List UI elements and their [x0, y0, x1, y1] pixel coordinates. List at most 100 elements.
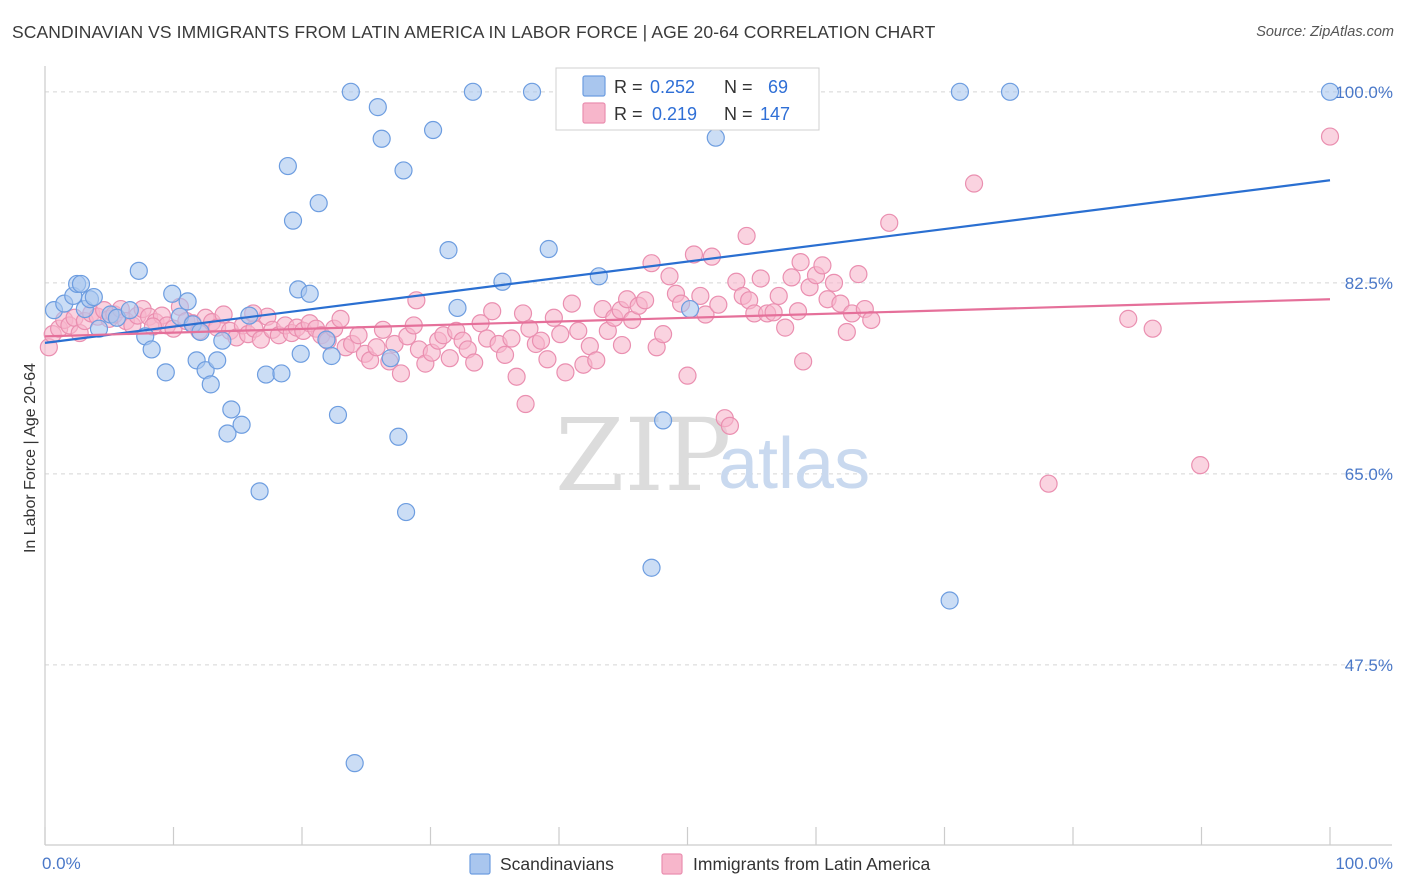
point-latin-america-56 — [373, 320, 393, 339]
legend-label-scandinavians: Scandinavians — [500, 854, 614, 874]
point-scandinavian-24 — [208, 351, 227, 370]
watermark: ZIP atlas — [555, 397, 870, 514]
point-scandinavian-58 — [642, 558, 661, 577]
point-latin-america-136 — [862, 310, 881, 330]
point-latin-america-130 — [824, 273, 844, 292]
stats-r-value-2: 0.219 — [652, 104, 697, 124]
point-latin-america-99 — [635, 291, 655, 310]
point-scandinavian-33 — [278, 156, 297, 176]
point-latin-america-76 — [495, 345, 515, 364]
point-scandinavian-43 — [368, 98, 387, 117]
point-latin-america-143 — [1320, 127, 1340, 146]
legend-swatch-latin-america — [661, 853, 683, 875]
point-scandinavian-7 — [84, 287, 103, 307]
y-axis-label: In Labor Force | Age 20-64 — [22, 363, 39, 553]
point-latin-america-121 — [769, 286, 788, 306]
point-scandinavian-51 — [448, 298, 467, 318]
point-latin-america-125 — [794, 352, 813, 371]
point-scandinavian-60 — [680, 299, 700, 319]
watermark-atlas: atlas — [718, 424, 870, 504]
point-scandinavian-30 — [250, 482, 269, 501]
point-scandinavian-25 — [213, 331, 232, 350]
stats-n-label-1: N = — [724, 77, 753, 97]
point-scandinavian-62 — [940, 591, 959, 610]
point-scandinavian-48 — [396, 502, 416, 522]
point-latin-america-128 — [813, 256, 832, 275]
point-latin-america-149 — [737, 226, 756, 246]
legend-swatch-scandinavians — [469, 853, 491, 875]
point-scandinavian-45 — [381, 349, 400, 368]
point-latin-america-88 — [569, 321, 588, 340]
point-scandinavian-15 — [156, 363, 175, 382]
point-latin-america-78 — [507, 367, 526, 386]
point-latin-america-113 — [720, 416, 740, 435]
point-latin-america-139 — [1039, 474, 1058, 493]
stats-n-value-1: 69 — [768, 77, 788, 97]
stats-r-label-2: R = — [614, 104, 643, 124]
point-latin-america-144 — [516, 394, 535, 414]
point-latin-america-108 — [691, 286, 710, 306]
stats-swatch-pink — [582, 102, 606, 124]
point-latin-america-83 — [538, 350, 557, 369]
source-credit: Source: ZipAtlas.com — [1256, 24, 1394, 40]
stats-n-value-2: 147 — [760, 104, 790, 124]
point-scandinavian-4 — [71, 274, 91, 294]
point-latin-america-84 — [544, 308, 563, 327]
point-latin-america-80 — [520, 319, 539, 338]
point-latin-america-124 — [788, 302, 808, 321]
y-tick-label-1: 65.0% — [1345, 465, 1393, 484]
point-latin-america-141 — [1143, 319, 1162, 338]
point-latin-america-71 — [465, 353, 484, 372]
point-latin-america-85 — [551, 325, 570, 344]
point-scandinavian-63 — [950, 82, 970, 101]
point-latin-america-52 — [349, 326, 368, 345]
chart-title: SCANDINAVIAN VS IMMIGRANTS FROM LATIN AM… — [12, 22, 936, 42]
point-scandinavian-52 — [463, 82, 483, 101]
point-latin-america-82 — [531, 331, 551, 350]
point-scandinavian-53 — [493, 272, 512, 291]
point-scandinavian-16 — [163, 284, 182, 303]
point-scandinavian-38 — [309, 194, 328, 213]
point-latin-america-120 — [764, 303, 783, 322]
point-scandinavian-40 — [322, 346, 341, 366]
point-scandinavian-41 — [328, 405, 348, 425]
trend-line-scandinavian — [44, 179, 1331, 344]
point-latin-america-91 — [587, 351, 606, 370]
y-tick-label-3: 100.0% — [1335, 83, 1393, 102]
stats-legend: R = 0.252 N = 69 R = 0.219 N = 147 — [555, 67, 820, 131]
point-scandinavian-50 — [439, 241, 458, 260]
stats-n-label-2: N = — [724, 104, 753, 124]
point-scandinavian-55 — [539, 239, 558, 259]
point-scandinavian-54 — [522, 82, 542, 101]
point-scandinavian-12 — [129, 261, 148, 280]
point-latin-america-118 — [751, 269, 770, 288]
point-latin-america-79 — [513, 304, 533, 323]
point-latin-america-111 — [709, 295, 728, 314]
axes — [44, 66, 1392, 846]
point-scandinavian-27 — [222, 400, 241, 419]
point-scandinavian-59 — [653, 411, 673, 430]
point-latin-america-142 — [1191, 456, 1210, 475]
point-latin-america-150 — [791, 253, 810, 272]
stats-swatch-blue — [582, 75, 606, 97]
point-scandinavian-31 — [256, 365, 276, 384]
point-latin-america-140 — [1119, 309, 1138, 328]
y-tick-label-2: 82.5% — [1345, 274, 1393, 293]
point-scandinavian-42 — [341, 82, 360, 101]
point-latin-america-74 — [483, 302, 502, 321]
point-scandinavian-47 — [394, 161, 413, 180]
point-latin-america-67 — [440, 349, 459, 368]
point-scandinavian-64 — [1000, 82, 1020, 101]
point-latin-america-59 — [391, 364, 411, 383]
stats-r-label-1: R = — [614, 77, 643, 97]
y-tick-label-0: 47.5% — [1345, 656, 1393, 675]
point-scandinavian-36 — [291, 344, 310, 363]
point-scandinavian-8 — [89, 319, 109, 338]
point-latin-america-106 — [678, 366, 697, 385]
point-latin-america-122 — [776, 318, 795, 337]
point-latin-america-103 — [660, 267, 679, 286]
legend-label-latin-america: Immigrants from Latin America — [693, 854, 931, 874]
bottom-legend: Scandinavians Immigrants from Latin Amer… — [469, 853, 931, 875]
point-latin-america-123 — [782, 268, 801, 287]
point-latin-america-49 — [331, 309, 350, 328]
